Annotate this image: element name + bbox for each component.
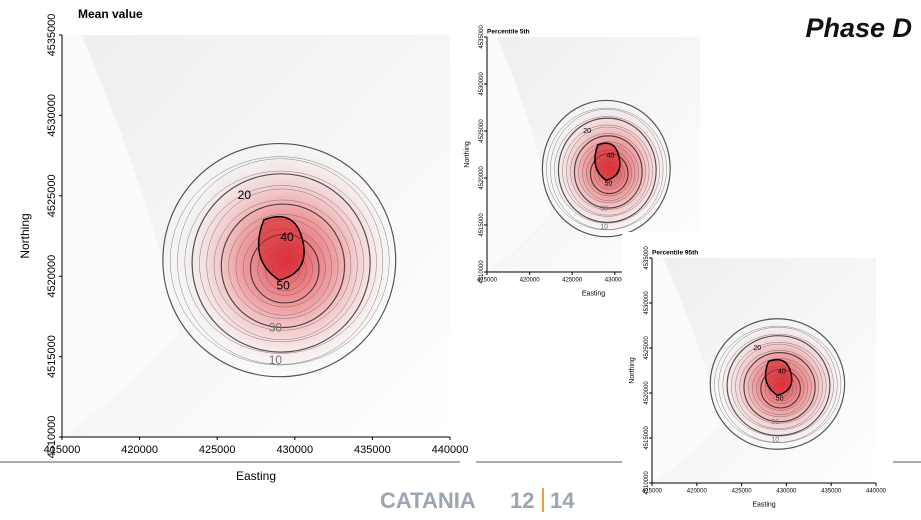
y-axis-label: Northing [18,213,32,258]
contour-label: 30 [771,419,779,426]
y-axis-label: Northing [464,141,471,168]
x-tick-label: 440000 [432,444,469,456]
x-tick-label: 430000 [276,444,313,456]
y-tick-label: 4520000 [46,255,58,298]
x-axis-label: Easting [752,501,775,508]
contour-label: 40 [280,230,294,244]
y-tick-label: 4525000 [644,336,650,360]
contour-label: 20 [583,128,591,135]
contour-label: 20 [238,188,252,202]
y-tick-label: 4535000 [644,246,650,270]
y-tick-label: 4510000 [46,416,58,459]
y-tick-label: 4535000 [479,25,485,49]
contour-label: 40 [778,368,786,375]
y-tick-label: 4515000 [46,335,58,378]
contour-label: 50 [776,395,784,402]
contour-label: 30 [269,321,283,335]
panel-title: Percentile 5th [487,29,530,36]
slide-title: Phase D [805,13,912,43]
x-tick-label: 430000 [776,489,797,495]
panel-title: Percentile 95th [652,250,698,257]
y-tick-label: 4530000 [479,72,485,96]
y-tick-label: 4510000 [644,471,650,495]
x-tick-label: 420000 [520,278,541,284]
y-tick-label: 4520000 [479,166,485,190]
x-tick-label: 420000 [687,489,708,495]
contour-label: 40 [607,153,615,160]
contour-label: 50 [276,278,290,292]
slide: CATANIA 12 14 20405030104150004200004250… [0,0,921,515]
y-tick-label: 4510000 [479,260,485,284]
contour-label: 10 [600,224,608,231]
footer-city: CATANIA [380,488,476,513]
y-tick-label: 4515000 [479,213,485,237]
panel-title: Mean value [78,7,143,21]
x-tick-label: 420000 [121,444,158,456]
footer-day: 14 [550,488,575,513]
contour-label: 50 [605,181,613,188]
x-tick-label: 435000 [354,444,391,456]
y-tick-label: 4530000 [46,94,58,137]
y-tick-label: 4535000 [46,14,58,57]
y-tick-label: 4520000 [644,381,650,405]
x-axis-label: Easting [236,469,276,483]
x-tick-label: 425000 [199,444,236,456]
y-tick-label: 4525000 [479,119,485,143]
map-area: 20 40 50 30 10 [652,258,876,483]
y-tick-label: 4515000 [644,426,650,450]
y-tick-label: 4525000 [46,174,58,217]
contour-label: 10 [269,353,283,367]
y-tick-label: 4530000 [644,291,650,315]
x-tick-label: 435000 [821,489,842,495]
footer-day: 12 [510,488,534,513]
y-axis-label: Northing [629,357,636,384]
contour-label: 10 [771,437,779,444]
x-tick-label: 425000 [562,278,583,284]
map-area: 20 40 50 30 10 [62,35,450,437]
x-tick-label: 440000 [866,489,887,495]
x-tick-label: 425000 [732,489,753,495]
contour-label: 20 [753,345,761,352]
contour-label: 30 [600,205,608,212]
x-axis-label: Easting [582,290,605,297]
